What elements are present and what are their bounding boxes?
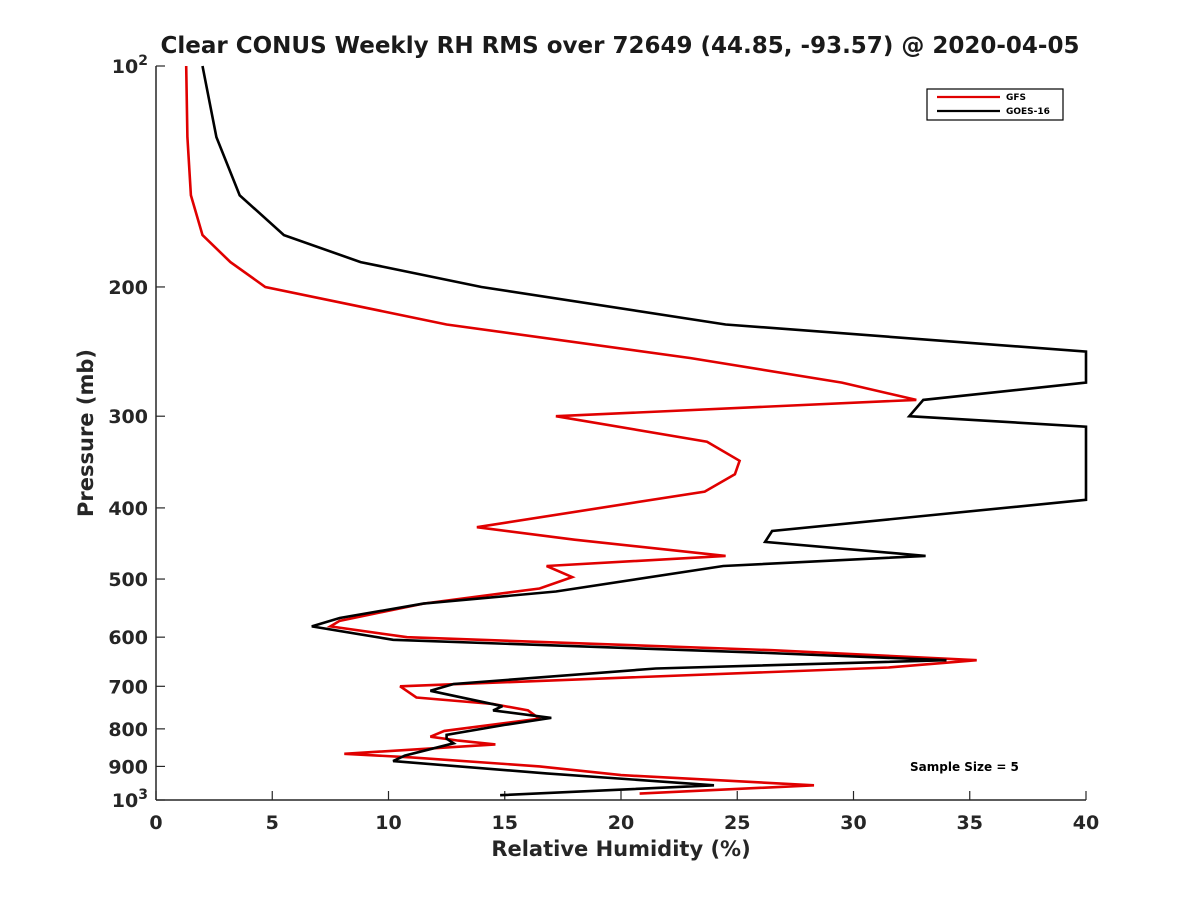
series-layer — [184, 65, 1088, 797]
y-tick-label: 500 — [108, 569, 148, 591]
x-tick-label: 15 — [492, 812, 518, 834]
y-tick-label: 700 — [108, 676, 148, 698]
x-axis-ticks: 0 5 10 15 20 25 30 35 40 — [149, 791, 1099, 834]
x-tick-label: 30 — [840, 812, 866, 834]
y-axis-ticks: 102 200 300 400 500 600 700 800 900 103 — [108, 53, 165, 812]
y-tick-label: 300 — [108, 406, 148, 428]
x-tick-label: 35 — [957, 812, 983, 834]
y-tick-label: 800 — [108, 719, 148, 741]
x-tick-label: 25 — [724, 812, 750, 834]
x-tick-label: 5 — [266, 812, 279, 834]
y-tick-label: 400 — [108, 498, 148, 520]
legend-label-goes16: GOES-16 — [1006, 107, 1050, 117]
y-tick-label: 102 — [112, 53, 148, 78]
y-tick-label: 103 — [112, 787, 148, 812]
legend-box — [926, 88, 1064, 121]
chart-title: Clear CONUS Weekly RH RMS over 72649 (44… — [161, 33, 1080, 59]
sample-size-annotation: Sample Size = 5 — [910, 760, 1019, 774]
x-tick-label: 10 — [375, 812, 401, 834]
series-line-goes-16 — [201, 65, 1088, 797]
y-axis-label: Pressure (mb) — [74, 349, 98, 517]
y-tick-label: 600 — [108, 627, 148, 649]
y-tick-label: 200 — [108, 277, 148, 299]
x-tick-label: 40 — [1073, 812, 1099, 834]
x-tick-label: 0 — [149, 812, 162, 834]
legend: GFS GOES-16 — [926, 88, 1064, 121]
x-tick-label: 20 — [608, 812, 634, 834]
legend-label-gfs: GFS — [1006, 93, 1026, 103]
x-axis-label: Relative Humidity (%) — [491, 837, 750, 861]
y-tick-label: 900 — [108, 756, 148, 778]
